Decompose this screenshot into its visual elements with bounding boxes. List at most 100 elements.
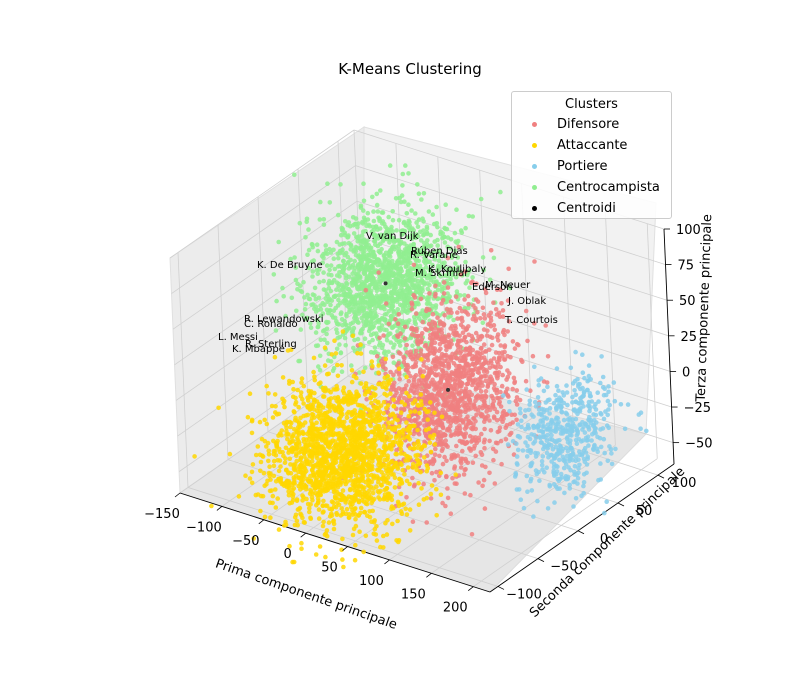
point-difensore <box>404 383 409 388</box>
point-difensore <box>483 349 489 354</box>
point-centrocampista <box>337 288 343 293</box>
point-attaccante <box>333 407 339 413</box>
point-difensore <box>442 334 448 340</box>
point-difensore <box>469 333 475 339</box>
point-difensore <box>409 302 415 307</box>
point-centrocampista <box>391 360 397 366</box>
gridline-x <box>179 364 365 494</box>
point-attaccante <box>323 503 328 508</box>
point-centrocampista <box>328 288 334 294</box>
point-difensore <box>418 348 424 353</box>
point-difensore <box>458 322 464 328</box>
point-attaccante <box>266 391 271 396</box>
point-difensore <box>399 387 404 392</box>
point-portiere <box>565 440 571 445</box>
point-attaccante <box>337 404 343 410</box>
point-centrocampista <box>372 306 378 312</box>
point-difensore <box>478 411 484 417</box>
point-centrocampista <box>321 255 326 261</box>
point-difensore <box>501 327 507 333</box>
point-centrocampista <box>470 275 475 280</box>
point-centrocampista <box>338 182 343 187</box>
point-centrocampista <box>383 298 389 303</box>
gridline-z <box>355 165 666 265</box>
point-attaccante <box>373 419 379 425</box>
point-centrocampista <box>273 328 279 333</box>
point-centrocampista <box>384 327 389 333</box>
point-attaccante <box>258 459 264 465</box>
point-portiere <box>520 448 526 453</box>
point-difensore <box>415 341 421 347</box>
point-portiere <box>529 412 534 418</box>
point-difensore <box>482 316 488 321</box>
point-centrocampista <box>344 280 349 286</box>
point-difensore <box>438 439 443 445</box>
point-centrocampista <box>367 340 372 345</box>
point-difensore <box>442 454 447 460</box>
point-centrocampista <box>370 337 375 343</box>
point-centrocampista <box>409 208 414 213</box>
point-portiere <box>521 505 527 511</box>
point-attaccante <box>258 468 263 474</box>
point-portiere <box>541 388 547 394</box>
point-attaccante <box>418 469 423 475</box>
point-difensore <box>433 294 438 299</box>
point-centrocampista <box>394 266 399 271</box>
point-difensore <box>443 343 449 349</box>
point-attaccante <box>332 338 337 344</box>
point-difensore <box>401 354 406 360</box>
point-centrocampista <box>403 163 408 168</box>
point-difensore <box>497 428 502 434</box>
point-difensore <box>420 319 426 325</box>
point-centrocampista <box>404 211 410 216</box>
point-centrocampista <box>402 297 408 303</box>
point-centrocampista <box>448 237 454 242</box>
point-difensore <box>461 367 467 373</box>
point-centrocampista <box>322 337 327 343</box>
point-attaccante <box>351 479 357 484</box>
point-difensore <box>431 383 437 388</box>
point-portiere <box>586 363 592 368</box>
point-difensore <box>456 404 462 409</box>
point-centrocampista <box>351 325 357 331</box>
point-attaccante <box>264 444 269 449</box>
point-portiere <box>514 454 520 459</box>
point-portiere <box>605 398 611 404</box>
point-attaccante <box>371 486 376 491</box>
point-portiere <box>547 397 552 403</box>
point-portiere <box>555 464 560 470</box>
point-attaccante <box>321 451 326 456</box>
point-portiere <box>551 482 557 487</box>
point-attaccante <box>408 409 413 415</box>
point-portiere <box>601 416 607 422</box>
point-centrocampista <box>344 322 349 328</box>
point-attaccante <box>418 447 424 452</box>
point-attaccante <box>395 417 400 423</box>
point-centrocampista <box>367 296 373 301</box>
point-attaccante <box>397 429 402 435</box>
point-difensore <box>482 399 487 405</box>
point-centrocampista <box>317 279 322 285</box>
point-difensore <box>413 352 419 357</box>
point-difensore <box>463 327 469 333</box>
point-attaccante <box>341 431 347 436</box>
point-difensore <box>402 336 408 341</box>
point-attaccante <box>385 403 391 408</box>
gridline-y <box>307 403 619 504</box>
point-difensore <box>498 389 503 395</box>
point-centrocampista <box>365 210 371 216</box>
point-difensore <box>502 332 507 338</box>
point-difensore <box>456 390 462 396</box>
point-centrocampista <box>445 244 451 250</box>
point-centrocampista <box>388 248 393 253</box>
point-centrocampista <box>363 279 369 284</box>
point-difensore <box>476 480 481 485</box>
point-difensore <box>432 478 437 483</box>
point-difensore <box>470 382 475 388</box>
point-difensore <box>448 299 454 304</box>
point-attaccante <box>335 362 340 368</box>
point-difensore <box>395 321 401 327</box>
point-difensore <box>492 381 497 387</box>
point-attaccante <box>418 392 424 397</box>
point-attaccante <box>412 398 418 403</box>
